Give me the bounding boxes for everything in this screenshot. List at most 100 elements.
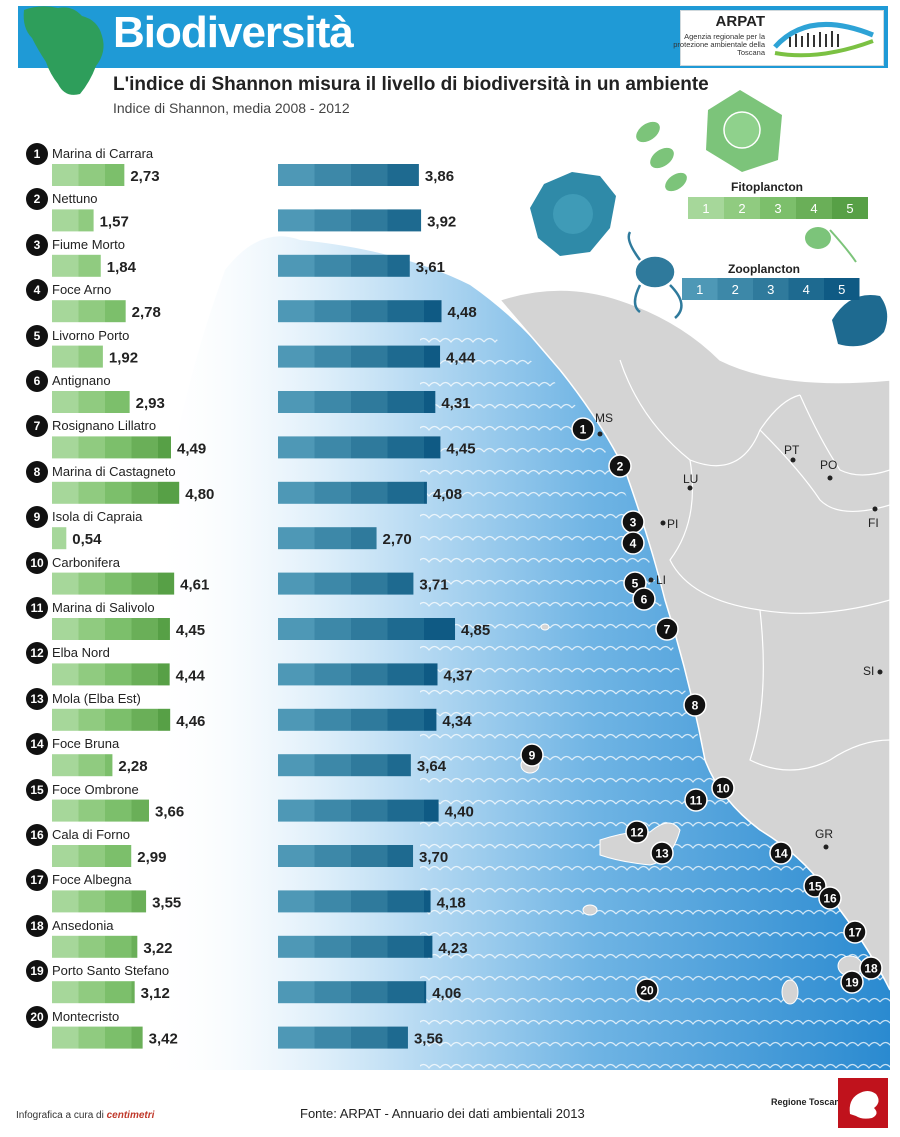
city-label-fi: FI bbox=[868, 516, 879, 530]
fitoplancton-value-label: 4,44 bbox=[176, 667, 206, 684]
zooplancton-value-label: 4,44 bbox=[446, 350, 476, 367]
zooplancton-bar-segment bbox=[387, 481, 424, 504]
plankton-illustrations: 1 2 3 4 5 1 2 3 4 5 bbox=[530, 90, 888, 347]
data-source: Fonte: ARPAT - Annuario dei dati ambient… bbox=[300, 1106, 585, 1121]
fitoplancton-bar-segment bbox=[52, 663, 79, 686]
station-marker bbox=[683, 693, 707, 717]
fitoplancton-value-label: 3,55 bbox=[152, 894, 181, 911]
fitoplancton-value-label: 4,45 bbox=[176, 622, 205, 639]
legend-fitoplancton-segment bbox=[760, 197, 796, 219]
station-number-badge: 11 bbox=[26, 597, 48, 619]
zooplancton-bar-segment bbox=[351, 708, 388, 731]
zooplancton-bar-segment bbox=[314, 300, 351, 323]
legend-zooplancton-step-label: 2 bbox=[732, 282, 739, 297]
fitoplancton-bar-segment bbox=[131, 890, 147, 913]
city-label-si: SI bbox=[863, 664, 875, 678]
station-number-badge: 14 bbox=[26, 733, 48, 756]
zooplancton-bar-segment bbox=[351, 527, 377, 550]
zooplancton-bar-segment bbox=[351, 300, 388, 323]
fitoplancton-bar-segment bbox=[52, 436, 79, 459]
zooplancton-bar-segment bbox=[278, 890, 315, 913]
station-number-badge: 19 bbox=[26, 960, 48, 983]
station-number-badge: 13 bbox=[26, 687, 48, 710]
zooplancton-bar-segment bbox=[387, 981, 424, 1004]
station-marker bbox=[843, 920, 867, 944]
zooplancton-bar-segment bbox=[387, 890, 424, 913]
tuscany-region-icon bbox=[23, 6, 104, 95]
fitoplancton-bar-segment bbox=[78, 481, 105, 504]
zooplancton-bar-segment bbox=[387, 618, 424, 640]
logo-subtitle: Agenzia regionale per la protezione ambi… bbox=[673, 32, 765, 57]
fitoplancton-bar-segment bbox=[158, 618, 170, 640]
zooplancton-bar-segment bbox=[351, 254, 388, 277]
fitoplancton-value-label: 4,49 bbox=[177, 440, 206, 457]
station-number-badge: 5 bbox=[26, 324, 48, 347]
zooplancton-bar-segment bbox=[387, 572, 414, 595]
zooplancton-value-label: 4,31 bbox=[441, 395, 470, 412]
region-toscana-emblem-icon bbox=[838, 1078, 888, 1128]
station-marker-number: 12 bbox=[630, 826, 644, 840]
water-flea-icon bbox=[832, 295, 888, 347]
station-label: Montecristo bbox=[52, 1008, 120, 1024]
zooplancton-value-label: 3,92 bbox=[427, 213, 456, 230]
legend-zooplancton-step-label: 5 bbox=[838, 282, 845, 297]
legend-fitoplancton-segment bbox=[688, 197, 724, 219]
fitoplancton-bar-segment bbox=[52, 754, 79, 777]
station-label: Foce Bruna bbox=[52, 736, 120, 752]
fitoplancton-bar-segment bbox=[158, 436, 171, 459]
fitoplancton-bar-segment bbox=[105, 935, 132, 958]
zooplancton-bar-segment bbox=[387, 935, 424, 958]
fitoplancton-bar-segment bbox=[52, 254, 79, 277]
fitoplancton-bar-segment bbox=[52, 391, 79, 413]
fitoplancton-value-label: 4,80 bbox=[185, 486, 214, 503]
station-marker bbox=[625, 820, 649, 844]
fitoplancton-bar-segment bbox=[78, 391, 105, 413]
zooplancton-bar-segment bbox=[351, 481, 388, 504]
zooplancton-value-label: 3,86 bbox=[425, 168, 454, 185]
zooplancton-bar-segment bbox=[387, 845, 414, 867]
zooplancton-bar-segment bbox=[351, 935, 388, 958]
station-marker-number: 1 bbox=[580, 423, 587, 437]
zooplancton-bar-segment bbox=[278, 436, 315, 459]
fitoplancton-bar-segment bbox=[105, 708, 132, 731]
zooplancton-value-label: 2,70 bbox=[383, 531, 412, 548]
zooplancton-value-label: 4,34 bbox=[442, 713, 472, 730]
zooplancton-bar-segment bbox=[351, 345, 388, 368]
zooplancton-bar-segment bbox=[278, 164, 315, 186]
zooplancton-bar-segment bbox=[278, 845, 315, 867]
arpat-logo: ARPAT Agenzia regionale per la protezion… bbox=[673, 10, 884, 66]
legend-zooplancton-segment bbox=[753, 278, 789, 300]
fitoplancton-bar-segment bbox=[105, 1026, 132, 1049]
fitoplancton-bar-segment bbox=[105, 481, 132, 504]
zooplancton-value-label: 4,23 bbox=[438, 940, 467, 957]
fitoplancton-value-label: 2,78 bbox=[132, 304, 161, 321]
zooplancton-bar-segment bbox=[314, 981, 351, 1004]
station-marker-number: 20 bbox=[640, 984, 654, 998]
city-label-po: PO bbox=[820, 458, 838, 472]
city-label-gr: GR bbox=[815, 827, 833, 841]
station-marker-number: 14 bbox=[774, 847, 788, 861]
zooplancton-bar-segment bbox=[314, 799, 351, 822]
legend-zooplancton-segment bbox=[824, 278, 860, 300]
zooplancton-bar-segment bbox=[351, 164, 388, 186]
zooplancton-bar-segment bbox=[314, 254, 351, 277]
fitoplancton-bar-segment bbox=[131, 572, 158, 595]
zooplancton-value-label: 4,40 bbox=[445, 804, 474, 821]
zooplancton-bar-segment bbox=[278, 981, 315, 1004]
credit-brand: centimetri bbox=[106, 1110, 155, 1121]
station-marker-number: 9 bbox=[529, 749, 536, 763]
zooplancton-bar-segment bbox=[351, 890, 388, 913]
station-marker bbox=[684, 788, 708, 812]
fitoplancton-bar-segment bbox=[131, 799, 149, 822]
fitoplancton-bar-segment bbox=[105, 391, 130, 413]
fitoplancton-value-label: 1,57 bbox=[100, 213, 129, 230]
city-label-ms: MS bbox=[595, 411, 613, 425]
fitoplancton-bar-segment bbox=[105, 754, 113, 777]
fitoplancton-bar-segment bbox=[105, 572, 132, 595]
station-marker bbox=[859, 956, 883, 980]
zooplancton-bar-segment bbox=[387, 754, 411, 777]
zooplancton-bar-segment bbox=[278, 618, 315, 640]
fitoplancton-value-label: 1,84 bbox=[107, 259, 137, 276]
fitoplancton-bar-segment bbox=[52, 799, 79, 822]
station-marker bbox=[632, 587, 656, 611]
